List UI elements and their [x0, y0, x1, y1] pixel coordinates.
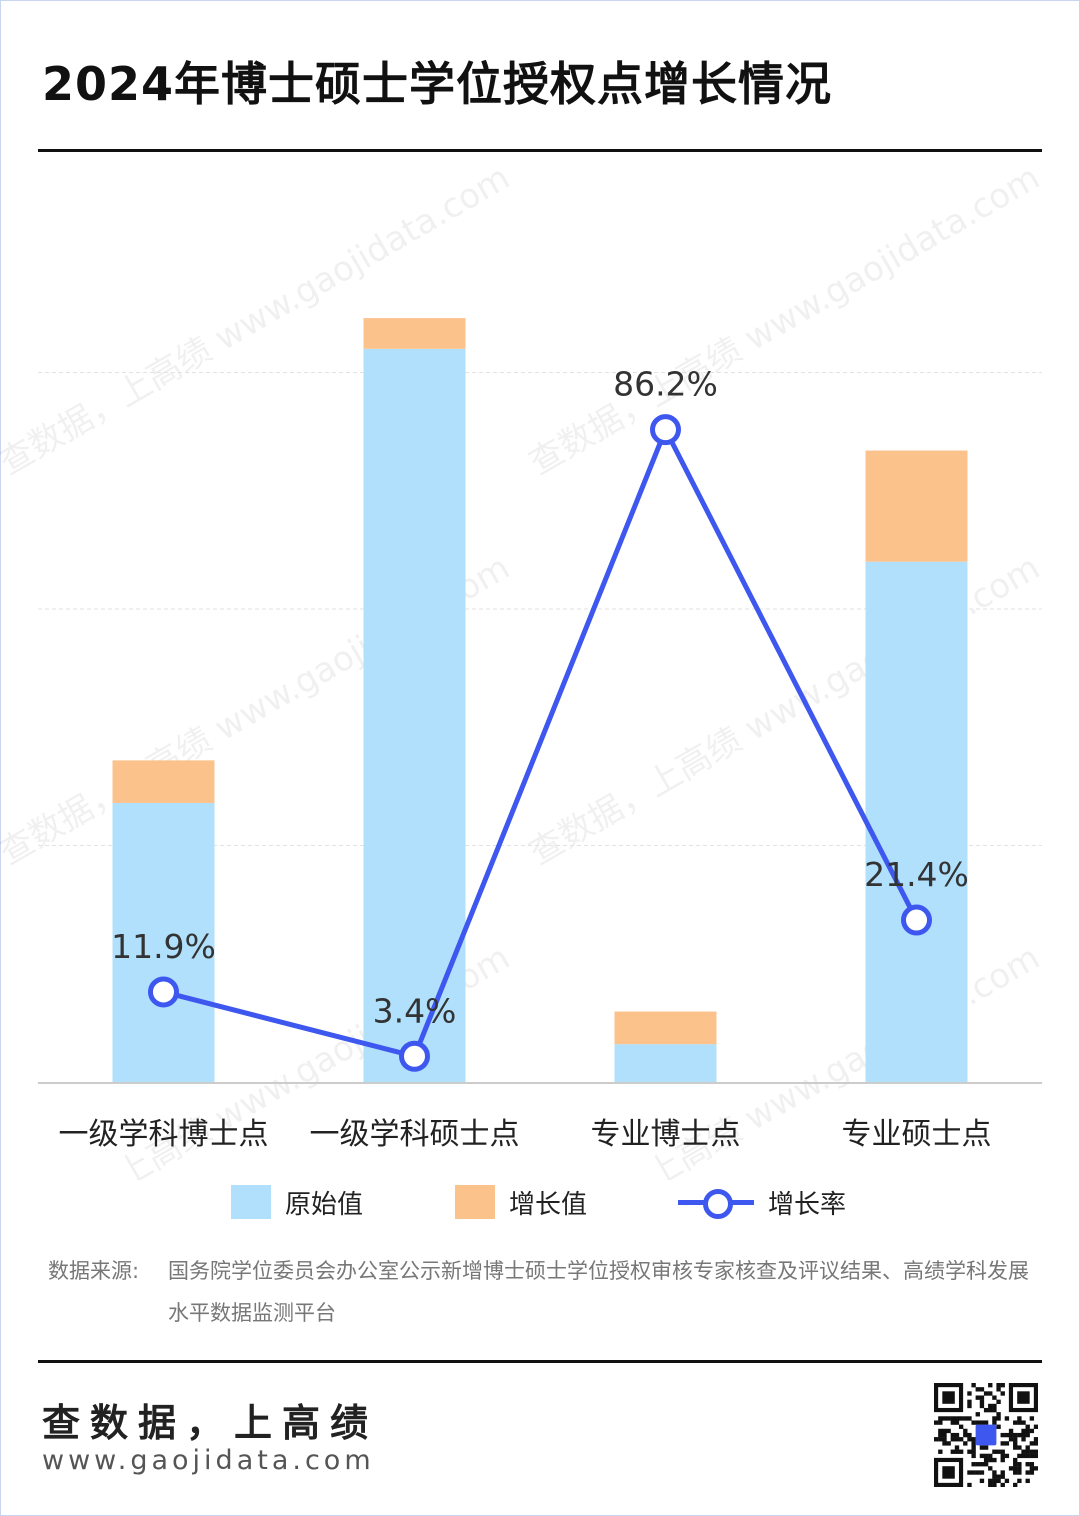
rate-point-3	[901, 904, 932, 936]
legend-label-original: 原始值	[285, 1189, 364, 1220]
watermark-text: 查数据，上高绩 www.gaojidata.com	[522, 158, 1046, 484]
rate-line	[162, 423, 919, 1060]
rate-line-series: 11.9% 3.4% 86.2% 21.4%	[111, 365, 969, 1072]
category-label-3: 专业硕士点	[842, 1117, 992, 1152]
rate-label-2: 86.2%	[613, 365, 718, 404]
data-source-text: 国务院学位委员会办公室公示新增博士硕士学位授权审核专家核查及评议结果、高绩学科发…	[168, 1259, 1029, 1325]
category-label-0: 一级学科博士点	[59, 1117, 269, 1152]
rate-point-0	[148, 976, 179, 1008]
legend-item-increase: 增长值	[455, 1182, 587, 1222]
rate-label-3: 21.4%	[864, 855, 969, 894]
footer-divider	[38, 1360, 1042, 1363]
bar-original-1	[363, 348, 466, 1083]
qr-code-icon[interactable]	[934, 1383, 1038, 1487]
legend-label-rate: 增长率	[768, 1189, 847, 1220]
bar-original-0	[112, 802, 215, 1082]
title-divider	[38, 149, 1042, 152]
legend: 原始值 增长值 增长率	[0, 1182, 1080, 1222]
legend-item-original: 原始值	[231, 1182, 363, 1222]
legend-item-rate: 增长率	[678, 1182, 846, 1222]
rate-point-2	[650, 414, 681, 446]
brand-slogan: 查数据，上高绩	[42, 1401, 379, 1445]
legend-swatch-rate	[678, 1185, 754, 1219]
data-source-label: 数据来源:	[48, 1259, 140, 1283]
rate-label-0: 11.9%	[111, 927, 216, 966]
bar-series	[38, 318, 1042, 1084]
legend-swatch-original	[231, 1185, 271, 1219]
rate-label-1: 3.4%	[373, 991, 457, 1030]
brand-url: www.gaojidata.com	[42, 1445, 375, 1476]
bar-increase-0	[112, 760, 215, 803]
bar-original-2	[614, 1044, 717, 1082]
legend-swatch-increase	[455, 1185, 495, 1219]
bar-increase-3	[865, 450, 968, 562]
bar-increase-1	[363, 318, 466, 349]
legend-label-increase: 增长值	[509, 1189, 588, 1220]
rate-point-1	[399, 1040, 430, 1072]
chart-canvas: 查数据，上高绩 www.gaojidata.com 查数据，上高绩 www.gao…	[0, 158, 1047, 1180]
bar-increase-2	[614, 1011, 717, 1045]
bar-original-3	[865, 561, 968, 1082]
category-labels: 一级学科博士点 一级学科硕士点 专业博士点 专业硕士点	[59, 1117, 992, 1152]
category-label-1: 一级学科硕士点	[310, 1117, 520, 1152]
category-label-2: 专业博士点	[591, 1117, 741, 1152]
chart-title: 2024年博士硕士学位授权点增长情况	[42, 57, 833, 111]
